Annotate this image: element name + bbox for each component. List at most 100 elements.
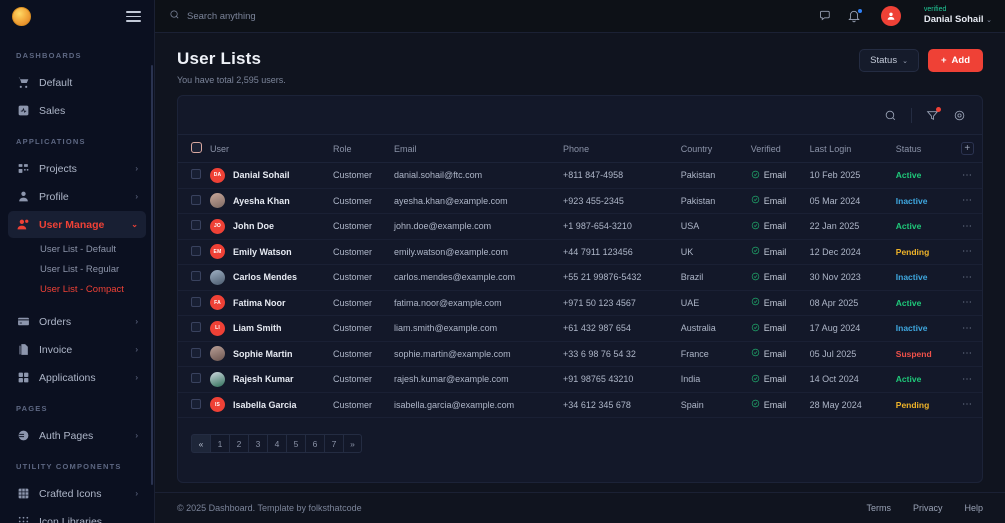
status-filter-button[interactable]: Status ⌄ — [859, 49, 919, 72]
table-row[interactable]: FA Fatima Noor Customer fatima.noor@example… — [178, 290, 982, 316]
pagination-page-1[interactable]: 1 — [210, 434, 229, 453]
column-header-email[interactable]: Email — [389, 134, 560, 163]
add-user-button[interactable]: + Add — [927, 49, 983, 72]
more-horizontal-icon[interactable]: ⋯ — [961, 271, 973, 283]
row-checkbox[interactable] — [191, 373, 201, 384]
sidebar-nav[interactable]: DASHBOARDS Default Sales APPLICATIONS Pr… — [0, 33, 154, 523]
column-header-user[interactable]: User — [206, 134, 329, 163]
search-icon[interactable] — [884, 109, 897, 122]
chat-icon[interactable] — [817, 9, 831, 23]
table-row[interactable]: EM Emily Watson Customer emily.watson@examp… — [178, 239, 982, 265]
sidebar-subitem-user-list-default[interactable]: User List - Default — [40, 243, 117, 255]
sidebar-item-orders[interactable]: Orders › — [8, 308, 146, 335]
pagination-page-4[interactable]: 4 — [267, 434, 286, 453]
row-checkbox[interactable] — [191, 347, 201, 358]
more-horizontal-icon[interactable]: ⋯ — [961, 297, 973, 309]
column-header-phone[interactable]: Phone — [559, 134, 677, 163]
footer-link-privacy[interactable]: Privacy — [912, 503, 943, 513]
table-row[interactable]: DA Danial Sohail Customer danial.sohail@ftc… — [178, 162, 982, 189]
sidebar-item-icon-libraries[interactable]: Icon Libraries — [8, 508, 146, 523]
top-bar: verified Danial Sohail ⌄ — [155, 0, 1005, 33]
more-horizontal-icon[interactable]: ⋯ — [961, 399, 973, 411]
global-search[interactable] — [169, 7, 809, 25]
check-circle-icon — [751, 170, 760, 181]
sidebar-scrollbar[interactable] — [151, 65, 153, 485]
more-horizontal-icon[interactable]: ⋯ — [961, 246, 973, 258]
cell-actions: ⋯ — [952, 239, 982, 265]
select-all-checkbox[interactable] — [191, 142, 202, 153]
pagination-page-7[interactable]: 7 — [324, 434, 343, 453]
hamburger-icon[interactable] — [126, 11, 141, 22]
row-checkbox[interactable] — [191, 398, 201, 409]
more-horizontal-icon[interactable]: ⋯ — [961, 169, 973, 181]
table-row[interactable]: Rajesh Kumar Customer rajesh.kumar@example… — [178, 366, 982, 393]
column-header-verified[interactable]: Verified — [746, 134, 806, 163]
sidebar-item-auth-pages[interactable]: Auth Pages › — [8, 422, 146, 449]
cell-phone: +61 432 987 654 — [559, 315, 677, 342]
pagination-page-5[interactable]: 5 — [286, 434, 305, 453]
pagination-page-2[interactable]: 2 — [229, 434, 248, 453]
avatar — [210, 371, 225, 387]
avatar: LI — [210, 320, 225, 336]
cell-country: Australia — [676, 315, 747, 342]
pagination-page-6[interactable]: 6 — [305, 434, 324, 453]
user-info[interactable]: verified Danial Sohail ⌄ — [924, 6, 992, 27]
cell-status: Active — [891, 366, 953, 393]
row-checkbox[interactable] — [191, 296, 201, 307]
sidebar-subitem-user-list-compact[interactable]: User List - Compact — [40, 283, 124, 295]
sidebar-item-user-manage[interactable]: User Manage ⌄ — [8, 211, 146, 238]
column-header-last-login[interactable]: Last Login — [805, 134, 892, 163]
pagination-page-3[interactable]: 3 — [248, 434, 267, 453]
cell-actions: ⋯ — [952, 188, 982, 214]
column-header-country[interactable]: Country — [676, 134, 747, 163]
row-checkbox[interactable] — [191, 220, 201, 231]
table-row[interactable]: Carlos Mendes Customer carlos.mendes@examp… — [178, 264, 982, 291]
sidebar-item-crafted-icons[interactable]: Crafted Icons › — [8, 480, 146, 507]
more-horizontal-icon[interactable]: ⋯ — [961, 220, 973, 232]
table-header-row: User Role Email Phone Country Verified L… — [178, 134, 982, 163]
users-icon — [16, 218, 30, 232]
cell-country: Brazil — [676, 264, 747, 291]
more-horizontal-icon[interactable]: ⋯ — [961, 195, 973, 207]
sidebar-item-projects[interactable]: Projects › — [8, 155, 146, 182]
row-checkbox[interactable] — [191, 322, 201, 333]
sidebar-subitem-user-list-regular[interactable]: User List - Regular — [40, 263, 120, 275]
sidebar-item-default[interactable]: Default — [8, 69, 146, 96]
table-row[interactable]: IS Isabella Garcia Customer isabella.garcia… — [178, 392, 982, 418]
cell-country: India — [676, 366, 747, 393]
sidebar-item-applications[interactable]: Applications › — [8, 364, 146, 391]
add-column-button[interactable]: + — [960, 142, 974, 155]
table-row[interactable]: JO John Doe Customer john.doe@example.com +1… — [178, 213, 982, 240]
footer-link-help[interactable]: Help — [964, 503, 983, 513]
filter-icon[interactable] — [926, 106, 941, 122]
chevron-right-icon: › — [135, 345, 138, 354]
column-header-status[interactable]: Status — [891, 134, 953, 163]
pagination-next[interactable]: » — [343, 434, 362, 453]
row-checkbox[interactable] — [191, 271, 201, 282]
more-horizontal-icon[interactable]: ⋯ — [961, 322, 973, 334]
cell-actions: ⋯ — [952, 290, 982, 316]
avatar: EM — [210, 244, 225, 260]
table-row[interactable]: Ayesha Khan Customer ayesha.khan@example.c… — [178, 188, 982, 214]
more-horizontal-icon[interactable]: ⋯ — [961, 373, 973, 385]
footer-link-terms[interactable]: Terms — [866, 503, 891, 513]
sidebar-item-sales[interactable]: Sales — [8, 97, 146, 124]
bell-icon[interactable] — [847, 8, 863, 23]
user-avatar-icon[interactable] — [880, 6, 901, 26]
gear-icon[interactable] — [953, 109, 966, 122]
row-checkbox[interactable] — [191, 194, 201, 205]
row-checkbox[interactable] — [191, 245, 201, 256]
pagination-prev[interactable]: « — [191, 434, 210, 453]
table-row[interactable]: Sophie Martin Customer sophie.martin@examp… — [178, 341, 982, 367]
sidebar-item-profile[interactable]: Profile › — [8, 183, 146, 210]
user-name-text: Danial Sohail — [233, 170, 290, 181]
row-checkbox[interactable] — [191, 169, 201, 180]
more-horizontal-icon[interactable]: ⋯ — [961, 348, 973, 360]
cell-country: USA — [676, 213, 747, 240]
table-row[interactable]: LI Liam Smith Customer liam.smith@example.c… — [178, 315, 982, 342]
column-header-role[interactable]: Role — [328, 134, 390, 163]
cell-last-login: 17 Aug 2024 — [805, 315, 892, 342]
sidebar-item-invoice[interactable]: Invoice › — [8, 336, 146, 363]
sidebar-item-label: Invoice — [39, 343, 73, 356]
search-input[interactable] — [187, 10, 387, 22]
